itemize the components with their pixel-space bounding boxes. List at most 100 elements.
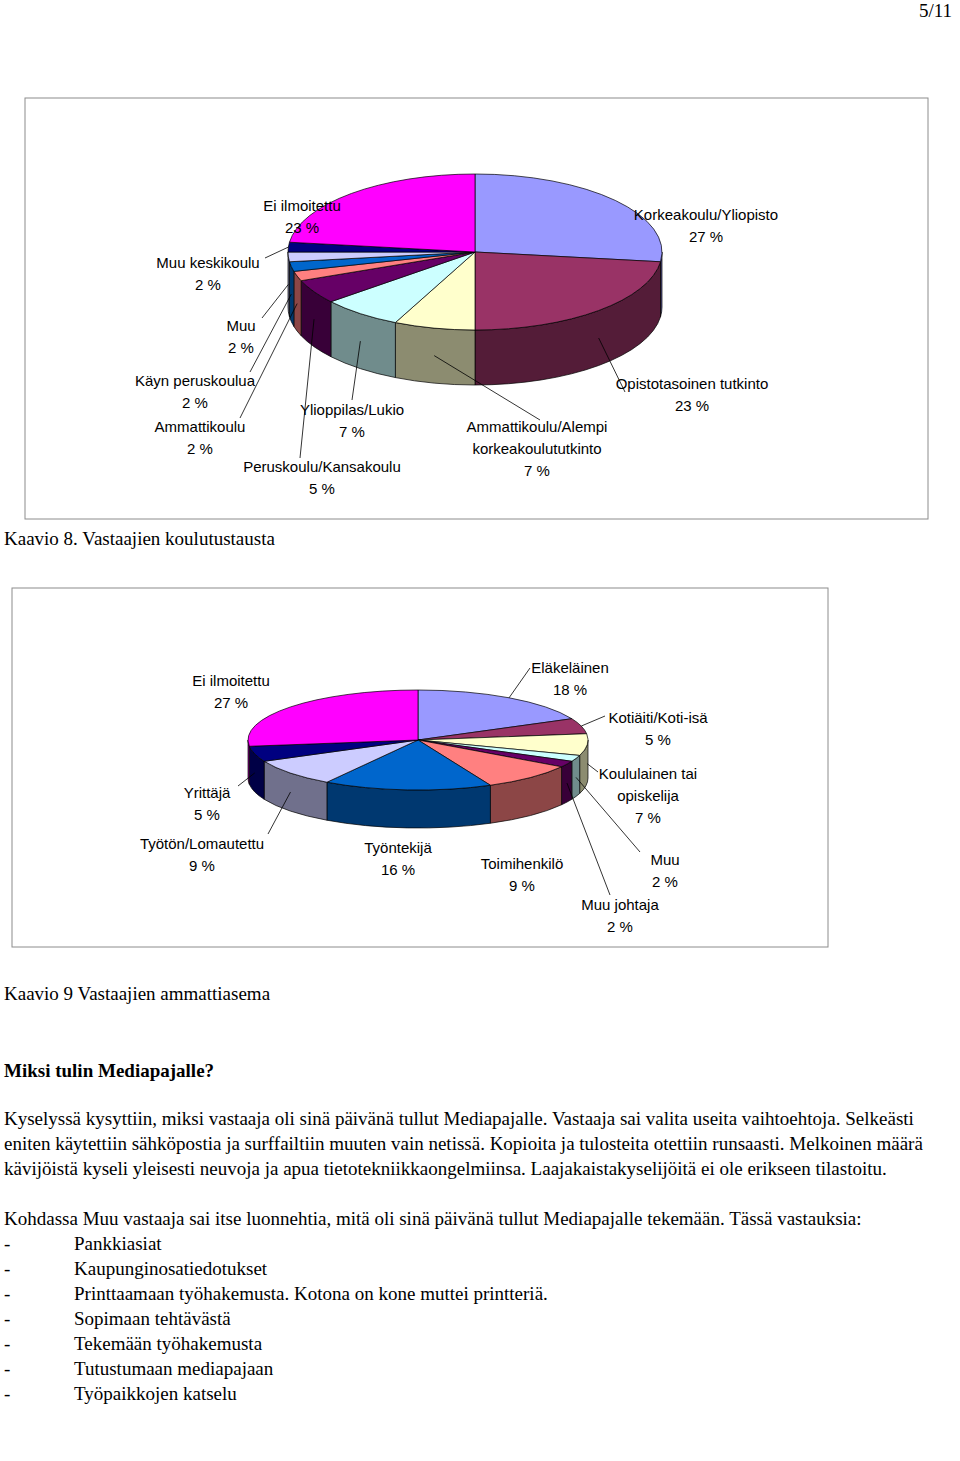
slice-value: 23 % — [285, 219, 319, 236]
slice-label: Ylioppilas/Lukio — [300, 401, 404, 418]
list-text: Sopimaan tehtävästä — [74, 1308, 231, 1329]
slice-label: Työtön/Lomautettu — [140, 835, 264, 852]
slice-side — [294, 271, 301, 335]
slice-label: korkeakoulututkinto — [472, 440, 601, 457]
list-text: Kaupunginosatiedotukset — [74, 1258, 267, 1279]
slice-value: 7 % — [339, 423, 365, 440]
leader-line — [265, 247, 288, 258]
leader-line — [250, 294, 291, 372]
slice-value: 2 % — [607, 918, 633, 935]
list-marker: - — [4, 1331, 10, 1356]
slice-side — [289, 262, 293, 327]
slice-label: Opistotasoinen tutkinto — [616, 375, 769, 392]
data-labels: Korkeakoulu/Yliopisto 27 % Opistotasoinen … — [135, 197, 778, 497]
slice-label: Ammattikoulu/Alempi — [467, 418, 608, 435]
leader-line — [599, 338, 625, 392]
list-marker: - — [4, 1306, 10, 1331]
data-labels: Eläkeläinen 18 % Kotiäiti/Koti-isä 5 % Koulu… — [140, 659, 708, 935]
slice-label: Eläkeläinen — [531, 659, 609, 676]
leader-line — [434, 356, 540, 420]
leader-line — [576, 777, 640, 852]
slice-label: Toimihenkilö — [481, 855, 564, 872]
slice-side — [395, 323, 475, 385]
slice-value: 27 % — [214, 694, 248, 711]
chart-frame — [12, 588, 828, 947]
slice-value: 23 % — [675, 397, 709, 414]
pie-slice — [475, 252, 661, 330]
list-item: - Tutustumaan mediapajaan — [4, 1356, 954, 1381]
slice-label: opiskelija — [617, 787, 679, 804]
list-item: - Printtaamaan työhakemusta. Kotona on ko… — [4, 1281, 954, 1306]
pie-slice — [288, 252, 475, 262]
slice-label: Ammattikoulu — [155, 418, 246, 435]
slice-label: Käyn peruskoulua — [135, 372, 256, 389]
list-marker: - — [4, 1281, 10, 1306]
list-text: Printtaamaan työhakemusta. Kotona on kon… — [74, 1283, 548, 1304]
pie-chart: Korkeakoulu/Yliopisto 27 % Opistotasoinen … — [25, 98, 928, 519]
slice-value: 16 % — [381, 861, 415, 878]
list-marker: - — [4, 1256, 10, 1281]
document-body: Miksi tulin Mediapajalle? Kyselyssä kysyt… — [4, 1058, 954, 1406]
pie-slice — [248, 690, 418, 746]
slice-label: Työntekijä — [364, 839, 432, 856]
slice-label: Korkeakoulu/Yliopisto — [634, 206, 778, 223]
slice-label: Yrittäjä — [184, 784, 231, 801]
slice-side — [572, 755, 580, 799]
chart-caption: Kaavio 8. Vastaajien koulutustausta — [4, 528, 275, 550]
chart-caption: Kaavio 9 Vastaajien ammattiasema — [4, 983, 270, 1005]
charts: Korkeakoulu/Yliopisto 27 % Opistotasoinen … — [0, 0, 960, 1000]
slice-value: 18 % — [553, 681, 587, 698]
chart-frame — [25, 98, 928, 519]
list-marker: - — [4, 1381, 10, 1406]
slice-label: Koululainen tai — [599, 765, 697, 782]
slice-value: 9 % — [189, 857, 215, 874]
list-marker: - — [4, 1356, 10, 1381]
pie-chart: Eläkeläinen 18 % Kotiäiti/Koti-isä 5 % Koulu… — [12, 588, 828, 947]
slice-value: 7 % — [635, 809, 661, 826]
leader-line — [352, 341, 360, 400]
leader-line — [587, 764, 598, 772]
paragraph: Kyselyssä kysyttiin, miksi vastaaja oli … — [4, 1106, 954, 1181]
slice-label: Ei ilmoitettu — [263, 197, 341, 214]
list-text: Pankkiasiat — [74, 1233, 162, 1254]
leader-line — [300, 319, 314, 458]
list-text: Tutustumaan mediapajaan — [74, 1358, 273, 1379]
heading: Miksi tulin Mediapajalle? — [4, 1058, 954, 1083]
list-item: - Kaupunginosatiedotukset — [4, 1256, 954, 1281]
leader-line — [581, 716, 605, 726]
list-text: Tekemään työhakemusta — [74, 1333, 262, 1354]
slice-label: Muu keskikoulu — [156, 254, 259, 271]
paragraph: Kohdassa Muu vastaaja sai itse luonnehti… — [4, 1206, 954, 1231]
slice-label: Muu — [650, 851, 679, 868]
pie-slices — [288, 174, 662, 330]
slice-value: 2 % — [652, 873, 678, 890]
list-item: - Sopimaan tehtävästä — [4, 1306, 954, 1331]
slice-value: 2 % — [195, 276, 221, 293]
slice-side — [562, 761, 572, 805]
slice-label: Ei ilmoitettu — [192, 672, 270, 689]
slice-label: Kotiäiti/Koti-isä — [608, 709, 708, 726]
pie-sides — [248, 740, 588, 828]
list-text: Työpaikkojen katselu — [74, 1383, 237, 1404]
page-number: 5/11 — [919, 0, 952, 22]
slice-value: 7 % — [524, 462, 550, 479]
slice-value: 2 % — [228, 339, 254, 356]
list-item: - Tekemään työhakemusta — [4, 1331, 954, 1356]
slice-value: 5 % — [645, 731, 671, 748]
slice-value: 5 % — [309, 480, 335, 497]
slice-value: 2 % — [187, 440, 213, 457]
slice-value: 27 % — [689, 228, 723, 245]
leader-line — [268, 792, 290, 834]
leader-line — [509, 668, 530, 698]
slice-label: Muu johtaja — [581, 896, 659, 913]
list-item: - Työpaikkojen katselu — [4, 1381, 954, 1406]
list-marker: - — [4, 1231, 10, 1256]
slice-value: 5 % — [194, 806, 220, 823]
leader-line — [567, 783, 610, 895]
slice-value: 2 % — [182, 394, 208, 411]
list-item: - Pankkiasiat — [4, 1231, 954, 1256]
slice-label: Peruskoulu/Kansakoulu — [243, 458, 401, 475]
leader-line — [262, 284, 288, 318]
pie-sides — [288, 252, 662, 385]
slice-label: Muu — [226, 317, 255, 334]
